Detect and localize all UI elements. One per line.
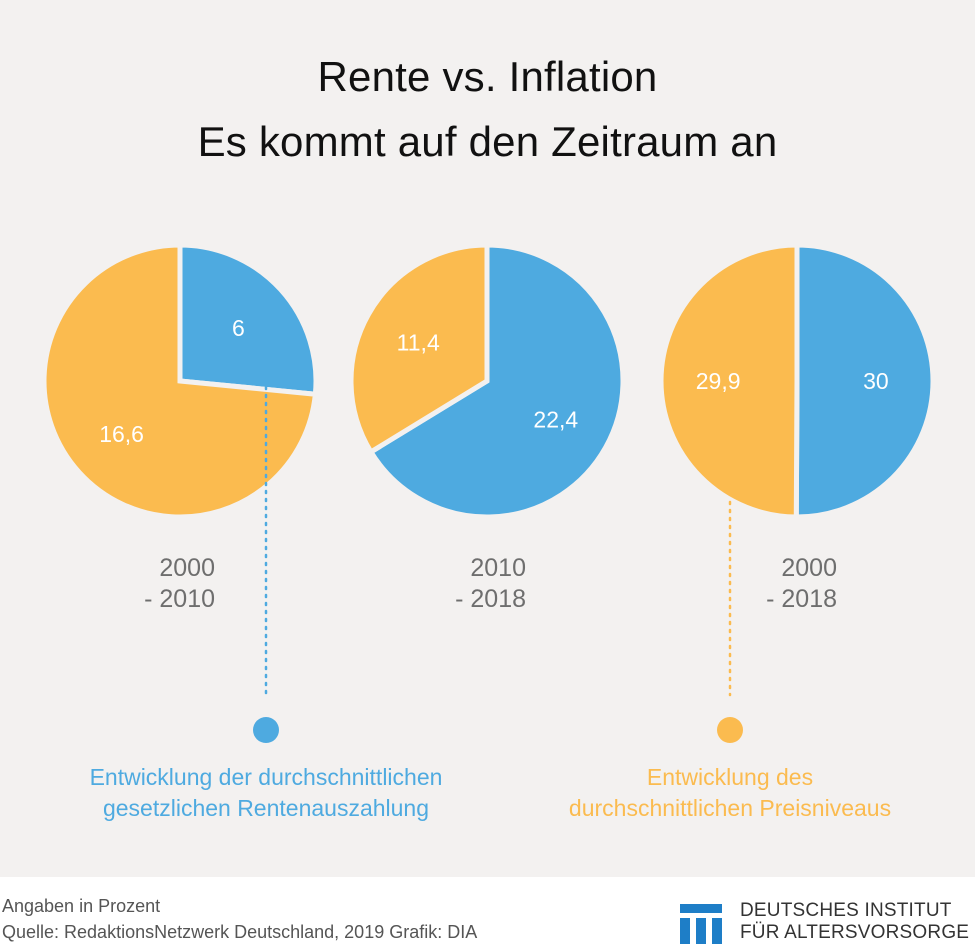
footer-source: Quelle: RedaktionsNetzwerk Deutschland, … (2, 922, 478, 942)
slice-preis-label: 29,9 (696, 368, 741, 394)
pie-2000-2018: 30 29,9 (658, 242, 936, 520)
footer (0, 877, 975, 948)
logo-text-line1: DEUTSCHES INSTITUT (740, 900, 952, 921)
period-start: 2010 (470, 554, 526, 582)
period-start: 2000 (159, 554, 215, 582)
period-end: - 2010 (144, 585, 215, 613)
slice-rente-label: 30 (863, 368, 889, 394)
legend-line: gesetzlichen Rentenauszahlung (102, 795, 430, 821)
slice-rente-label: 22,4 (533, 407, 578, 433)
chart-title: Rente vs. Inflation (317, 53, 658, 100)
period-start: 2000 (781, 554, 837, 582)
footer-note: Angaben in Prozent (2, 896, 161, 916)
pie-2010-2018: 22,4 11,4 (348, 242, 626, 520)
legend-line: Entwicklung der durchschnittlichen (89, 764, 443, 790)
period-label-2000-2010: 2000 - 2010 (95, 553, 215, 615)
slice-rente (177, 242, 319, 397)
legend-line: durchschnittlichen Preisniveaus (568, 795, 892, 821)
slice-rente-label: 6 (232, 315, 245, 341)
slice-preis-label: 16,6 (99, 421, 144, 447)
legend-dot-rente (253, 717, 279, 743)
legend-line: Entwicklung des (646, 764, 814, 790)
period-label-2010-2018: 2010 - 2018 (406, 553, 526, 615)
slice-rente (793, 242, 936, 520)
dia-logo-icon (680, 904, 722, 944)
legend-dot-preis (717, 717, 743, 743)
legend-label-rente: Entwicklung der durchschnittlichen geset… (16, 762, 516, 824)
slice-preis (41, 242, 319, 520)
period-end: - 2018 (455, 585, 526, 613)
slice-preis-label: 11,4 (397, 329, 440, 355)
period-label-2000-2018: 2000 - 2018 (717, 553, 837, 615)
chart-subtitle: Es kommt auf den Zeitraum an (197, 118, 778, 165)
slice-preis (348, 242, 490, 456)
slice-preis (658, 242, 800, 520)
pie-2000-2010: 616,6 (41, 242, 319, 520)
legend-label-preis: Entwicklung des durchschnittlichen Preis… (525, 762, 935, 824)
logo-text-line2: FÜR ALTERSVORSORGE (740, 922, 970, 943)
period-end: - 2018 (766, 585, 837, 613)
slice-rente (367, 242, 626, 520)
